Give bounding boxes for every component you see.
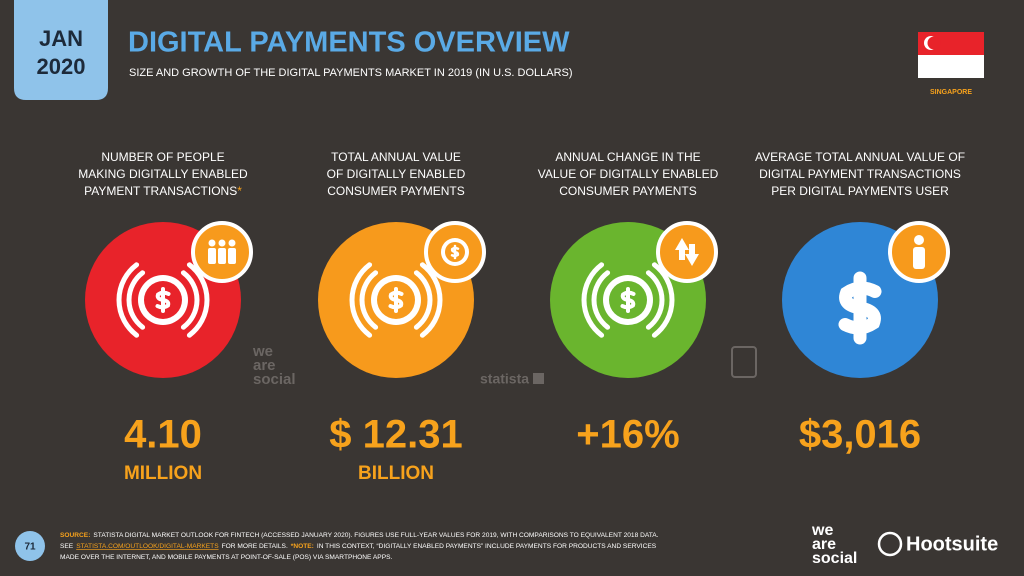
footer-line: SOURCE: STATISTA DIGITAL MARKET OUTLOOK F… bbox=[60, 532, 659, 539]
watermark-text: we bbox=[252, 343, 273, 360]
note: IN THIS CONTEXT, “DIGITALLY ENABLED PAYM… bbox=[317, 543, 657, 550]
person-body bbox=[208, 248, 216, 264]
link[interactable]: STATISTA.COM/OUTLOOK/DIGITAL-MARKETS bbox=[76, 543, 219, 550]
logo-text: social bbox=[812, 550, 857, 567]
metric-label: DIGITAL PAYMENT TRANSACTIONS bbox=[759, 167, 961, 181]
wave bbox=[581, 262, 605, 338]
metric-label: CONSUMER PAYMENTS bbox=[559, 184, 697, 198]
metric-label: AVERAGE TOTAL ANNUAL VALUE OF bbox=[755, 150, 965, 164]
flag-moon-cut bbox=[927, 36, 941, 50]
wave bbox=[180, 270, 200, 330]
title: DIGITAL PAYMENTS OVERVIEW bbox=[128, 27, 570, 59]
label-mark: * bbox=[237, 184, 242, 198]
source: STATISTA DIGITAL MARKET OUTLOOK FOR FINT… bbox=[93, 532, 658, 539]
flag-bottom bbox=[918, 55, 984, 78]
logo-text: we bbox=[811, 522, 833, 539]
page-number: 71 bbox=[24, 542, 36, 553]
metric-label: OF DIGITALLY ENABLED bbox=[327, 167, 466, 181]
logo-was: we are social bbox=[811, 522, 857, 567]
subtitle: SIZE AND GROWTH OF THE DIGITAL PAYMENTS … bbox=[129, 67, 573, 79]
statista-icon bbox=[533, 373, 544, 384]
person-body bbox=[913, 247, 925, 269]
person-head bbox=[228, 239, 236, 247]
footer-line: SEE STATISTA.COM/OUTLOOK/DIGITAL-MARKETS F… bbox=[60, 543, 657, 550]
arrow-down bbox=[685, 244, 699, 266]
note-label: *NOTE: bbox=[291, 543, 314, 550]
metric-label: CONSUMER PAYMENTS bbox=[327, 184, 465, 198]
see: SEE bbox=[60, 543, 74, 550]
metric-label: NUMBER OF PEOPLE bbox=[101, 150, 224, 164]
year: 2020 bbox=[37, 54, 86, 79]
month: JAN bbox=[39, 26, 83, 51]
metric-value: $3,016 bbox=[799, 413, 921, 457]
page-badge bbox=[15, 531, 45, 561]
wave bbox=[591, 270, 611, 330]
hootsuite-icon bbox=[877, 531, 903, 557]
person-head bbox=[914, 235, 924, 245]
watermark-text: are bbox=[253, 357, 276, 374]
wave bbox=[116, 262, 140, 338]
logo-text: are bbox=[812, 536, 836, 553]
wave bbox=[413, 270, 433, 330]
metric-label: PAYMENT TRANSACTIONS* bbox=[84, 184, 242, 198]
metric-value: $ 12.31 bbox=[329, 413, 462, 457]
person-body bbox=[218, 248, 226, 264]
person-body bbox=[228, 248, 236, 264]
watermark-text: social bbox=[253, 371, 296, 388]
dollar-icon bbox=[838, 271, 882, 345]
metric-label: MAKING DIGITALLY ENABLED bbox=[78, 167, 248, 181]
metric-label: ANNUAL CHANGE IN THE bbox=[555, 150, 700, 164]
metric-label: PER DIGITAL PAYMENTS USER bbox=[771, 184, 949, 198]
wave bbox=[126, 270, 146, 330]
arrow-up bbox=[675, 238, 689, 260]
metric-unit: BILLION bbox=[358, 463, 434, 484]
footer: SOURCE: STATISTA DIGITAL MARKET OUTLOOK F… bbox=[60, 532, 659, 561]
metric-label: TOTAL ANNUAL VALUE bbox=[331, 150, 461, 164]
watermark-was: we are social bbox=[252, 343, 296, 388]
dollar-icon bbox=[388, 287, 404, 313]
country: SINGAPORE bbox=[930, 89, 972, 96]
wave bbox=[651, 262, 675, 338]
person-head bbox=[208, 239, 216, 247]
wave bbox=[359, 270, 379, 330]
logo-hootsuite: Hootsuite bbox=[906, 533, 998, 555]
wave bbox=[349, 262, 373, 338]
metric-value: 4.10 bbox=[124, 413, 202, 457]
dollar-icon bbox=[450, 244, 460, 260]
badge bbox=[656, 221, 718, 283]
person-head bbox=[218, 239, 226, 247]
metric-unit: MILLION bbox=[124, 463, 202, 484]
date-box bbox=[14, 0, 108, 100]
metric-value: +16% bbox=[576, 413, 679, 457]
wave bbox=[645, 270, 665, 330]
dollar-icon bbox=[155, 287, 171, 313]
details: FOR MORE DETAILS. bbox=[222, 543, 288, 550]
metric-label: VALUE OF DIGITALLY ENABLED bbox=[538, 167, 719, 181]
wave bbox=[186, 262, 210, 338]
watermark-statista: statista bbox=[480, 371, 529, 387]
hootsuite-watermark bbox=[731, 346, 757, 378]
footer-line: MADE OVER THE INTERNET, AND MOBILE PAYME… bbox=[60, 554, 392, 561]
dollar-icon bbox=[620, 287, 636, 313]
wave bbox=[419, 262, 443, 338]
source-label: SOURCE: bbox=[60, 532, 90, 539]
